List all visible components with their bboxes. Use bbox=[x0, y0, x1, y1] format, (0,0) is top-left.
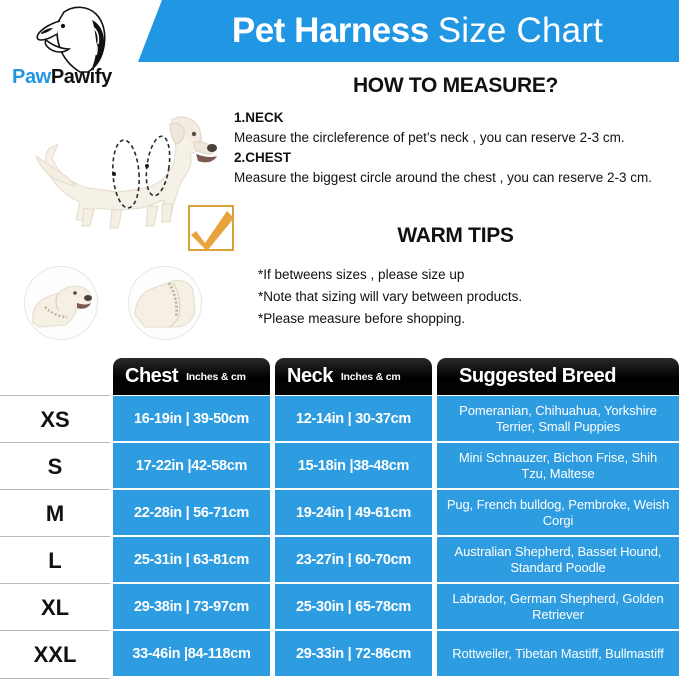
brand-wordmark: PawPawify bbox=[12, 66, 112, 89]
measure-item-2-number: 2.CHEST bbox=[234, 150, 292, 165]
dog-photo bbox=[22, 104, 222, 236]
row-size: XL bbox=[0, 583, 110, 632]
column-header-neck-units: Inches & cm bbox=[340, 370, 401, 383]
row-breed: Mini Schnauzer, Bichon Frise, Shih Tzu, … bbox=[437, 443, 679, 488]
row-neck: 19-24in | 49-61cm bbox=[275, 490, 432, 535]
page-title-bold: Pet Harness bbox=[231, 11, 429, 50]
row-breed: Rottweiler, Tibetan Mastiff, Bullmastiff bbox=[437, 631, 679, 676]
size-table: Chest Inches & cm Neck Inches & cm Sugge… bbox=[0, 358, 679, 679]
orange-checkmark-icon bbox=[191, 211, 234, 251]
table-row: XS 16-19in | 39-50cm 12-14in | 30-37cm P… bbox=[0, 395, 679, 444]
row-breed: Australian Shepherd, Basset Hound, Stand… bbox=[437, 537, 679, 582]
row-size: XS bbox=[0, 395, 110, 444]
table-row: XXL 33-46in |84-118cm 29-33in | 72-86cm … bbox=[0, 630, 679, 679]
incorrect-example-2 bbox=[128, 266, 202, 340]
tip-line-3: *Please measure before shopping. bbox=[258, 311, 466, 326]
row-neck: 23-27in | 60-70cm bbox=[275, 537, 432, 582]
row-neck: 15-18in |38-48cm bbox=[275, 443, 432, 488]
prohibition-icon bbox=[93, 315, 97, 339]
row-neck: 29-33in | 72-86cm bbox=[275, 631, 432, 676]
column-header-neck-label: Neck bbox=[287, 365, 333, 387]
column-header-chest-label: Chest bbox=[125, 365, 179, 387]
row-size: M bbox=[0, 489, 110, 538]
warm-tips-heading: WARM TIPS bbox=[397, 224, 514, 247]
incorrect-examples bbox=[10, 266, 220, 340]
column-header-breed: Suggested Breed bbox=[437, 358, 679, 395]
row-size: S bbox=[0, 442, 110, 491]
warm-tips-body: *If betweens sizes , please size up *Not… bbox=[258, 264, 679, 330]
measure-item-1-number: 1.NECK bbox=[234, 110, 284, 125]
row-size: L bbox=[0, 536, 110, 585]
row-neck: 12-14in | 30-37cm bbox=[275, 396, 432, 441]
measure-item-2-text: Measure the biggest circle around the ch… bbox=[234, 170, 652, 185]
row-chest: 33-46in |84-118cm bbox=[113, 631, 270, 676]
row-chest: 22-28in | 56-71cm bbox=[113, 490, 270, 535]
brand-logo: PawPawify bbox=[8, 4, 140, 96]
row-chest: 29-38in | 73-97cm bbox=[113, 584, 270, 629]
column-header-neck: Neck Inches & cm bbox=[275, 358, 432, 395]
how-to-measure-body: 1.NECK Measure the circleference of pet’… bbox=[234, 108, 679, 188]
column-header-chest-units: Inches & cm bbox=[186, 370, 246, 383]
row-size: XXL bbox=[0, 630, 110, 679]
column-header-chest: Chest Inches & cm bbox=[113, 358, 270, 395]
row-chest: 17-22in |42-58cm bbox=[113, 443, 270, 488]
row-chest: 25-31in | 63-81cm bbox=[113, 537, 270, 582]
table-row: L 25-31in | 63-81cm 23-27in | 60-70cm Au… bbox=[0, 536, 679, 585]
row-chest: 16-19in | 39-50cm bbox=[113, 396, 270, 441]
incorrect-example-1 bbox=[24, 266, 98, 340]
row-breed: Pug, French bulldog, Pembroke, Weish Cor… bbox=[437, 490, 679, 535]
row-breed: Pomeranian, Chihuahua, Yorkshire Terrier… bbox=[437, 396, 679, 441]
table-row: XL 29-38in | 73-97cm 25-30in | 65-78cm L… bbox=[0, 583, 679, 632]
how-to-measure-heading: HOW TO MEASURE? bbox=[352, 74, 559, 97]
table-row: M 22-28in | 56-71cm 19-24in | 49-61cm Pu… bbox=[0, 489, 679, 538]
tip-line-1: *If betweens sizes , please size up bbox=[258, 267, 465, 282]
column-header-breed-label: Suggested Breed bbox=[459, 365, 616, 387]
header-banner: Pet Harness Size Chart bbox=[138, 0, 679, 62]
page-title-light: Size Chart bbox=[437, 11, 604, 50]
brand-name-part1: Paw bbox=[12, 66, 51, 88]
row-breed: Labrador, German Shepherd, Golden Retrie… bbox=[437, 584, 679, 629]
measure-item-1-text: Measure the circleference of pet’s neck … bbox=[234, 130, 625, 145]
neck-measure-loop bbox=[145, 135, 171, 197]
dog-head-icon bbox=[36, 6, 106, 73]
brand-name-part2: Pawify bbox=[50, 66, 112, 88]
table-row: S 17-22in |42-58cm 15-18in |38-48cm Mini… bbox=[0, 442, 679, 491]
correct-check-box bbox=[188, 205, 234, 251]
tip-line-2: *Note that sizing will vary between prod… bbox=[258, 289, 523, 304]
table-header-row: Chest Inches & cm Neck Inches & cm Sugge… bbox=[0, 358, 679, 395]
row-neck: 25-30in | 65-78cm bbox=[275, 584, 432, 629]
